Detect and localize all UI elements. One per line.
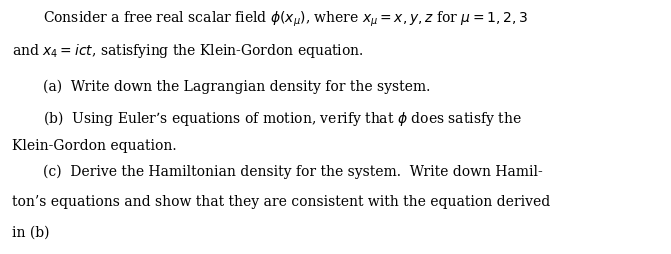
- Text: (a)  Write down the Lagrangian density for the system.: (a) Write down the Lagrangian density fo…: [43, 79, 430, 93]
- Text: (b)  Using Euler’s equations of motion, verify that $\phi$ does satisfy the: (b) Using Euler’s equations of motion, v…: [43, 109, 521, 128]
- Text: ton’s equations and show that they are consistent with the equation derived: ton’s equations and show that they are c…: [12, 195, 550, 209]
- Text: Klein-Gordon equation.: Klein-Gordon equation.: [12, 139, 176, 153]
- Text: and $x_4 = ict$, satisfying the Klein-Gordon equation.: and $x_4 = ict$, satisfying the Klein-Go…: [12, 42, 364, 60]
- Text: in (b): in (b): [12, 226, 50, 240]
- Text: Consider a free real scalar field $\phi(x_\mu)$, where $x_\mu =x, y, z$ for $\mu: Consider a free real scalar field $\phi(…: [43, 10, 528, 29]
- Text: (c)  Derive the Hamiltonian density for the system.  Write down Hamil-: (c) Derive the Hamiltonian density for t…: [43, 164, 543, 179]
